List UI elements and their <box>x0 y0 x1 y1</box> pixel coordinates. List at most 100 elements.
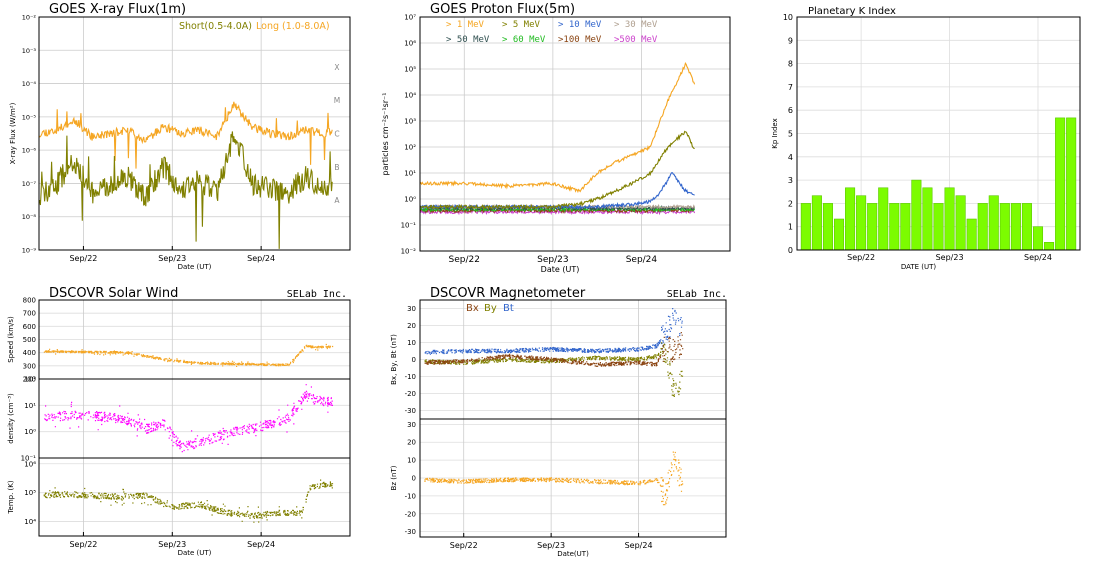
x-axis-title: Date(UT) <box>557 550 589 558</box>
magnetometer-legend-item: By <box>484 303 497 314</box>
x-tick-label: Sep/23 <box>537 541 565 550</box>
proton-series-line <box>419 208 696 216</box>
y-tick-label: 10⁷ <box>404 14 416 22</box>
y-tick-label: 300 <box>23 362 36 370</box>
y-tick-label: 20 <box>407 322 416 330</box>
magnetometer-credit: SELab Inc. <box>667 289 727 300</box>
y-tick-label: 10 <box>407 457 416 465</box>
y-tick-label: 30 <box>407 421 416 429</box>
magnetometer-legend-item: Bt <box>503 303 514 314</box>
xray-plot-frame <box>38 16 351 251</box>
y-tick-label: 800 <box>23 297 36 305</box>
y-tick-label: 10⁻² <box>401 248 417 256</box>
y-tick-label: 10⁻³ <box>22 47 37 55</box>
solarwind-speed-points <box>43 343 334 367</box>
y-tick-label: 10⁻⁷ <box>22 180 37 188</box>
proton-legend-item: > 50 MeV <box>446 35 490 45</box>
solarwind-title: DSCOVR Solar Wind <box>49 286 178 301</box>
y-tick-label: 0 <box>788 246 793 255</box>
y-tick-label: 10¹ <box>24 402 36 410</box>
y-tick-label: 3 <box>788 176 793 185</box>
x-tick-label: Sep/24 <box>625 541 653 550</box>
y-tick-label: 10⁻⁶ <box>22 147 37 155</box>
kp-x-axis-title: DATE (UT) <box>901 263 937 271</box>
x-tick-label: Sep/22 <box>449 255 480 265</box>
kp-bar <box>833 218 845 251</box>
y-tick-label: 500 <box>23 336 36 344</box>
xray-chart: 10⁻⁹ 10⁻⁸ 10⁻⁷ 10⁻⁶ 10⁻⁵ 10⁻⁴ 10⁻³ 10⁻² A B C M X Sep… <box>9 2 351 271</box>
y-tick-label: -10 <box>405 373 416 381</box>
xray-series-short <box>38 131 333 249</box>
x-tick-label: Sep/22 <box>69 254 97 263</box>
proton-legend-item: > 10 MeV <box>558 20 602 30</box>
proton-plot-frame <box>419 16 731 252</box>
y-tick-label: 400 <box>23 349 36 357</box>
kp-bar <box>966 218 977 251</box>
y-tick-label: -30 <box>405 407 416 415</box>
y-tick-label: 10⁶ <box>404 40 416 48</box>
x-tick-label: Sep/23 <box>158 540 186 549</box>
kp-plot-frame <box>796 16 1081 251</box>
kp-bar <box>845 187 856 251</box>
proton-y-axis-title: particles cm⁻²s⁻¹sr⁻¹ <box>381 93 390 176</box>
kp-y-axis-title: Kp Index <box>771 118 779 149</box>
solarwind-chart: 200 300 400 500 600 700 800 Speed (km/s) 10⁻¹ 10⁰… <box>7 286 351 557</box>
x-tick-label: Sep/23 <box>537 255 568 265</box>
solarwind-credit: SELab Inc. <box>287 289 347 300</box>
flare-class-label: A <box>334 196 340 205</box>
kp-bar <box>1021 203 1032 251</box>
y-tick-label: 7 <box>788 83 793 92</box>
flare-class-label: X <box>334 63 339 72</box>
kp-bar <box>1055 117 1066 251</box>
solarwind-y-axis-title: density (cm⁻³) <box>7 393 15 444</box>
kp-bar <box>933 203 944 251</box>
y-tick-label: 10⁻¹ <box>21 455 37 463</box>
proton-legend-item: >500 MeV <box>614 35 658 45</box>
solarwind-density-points <box>44 384 333 453</box>
y-tick-label: 10⁻⁸ <box>22 213 37 221</box>
y-tick-label: 700 <box>23 310 36 318</box>
x-tick-label: Sep/22 <box>450 541 478 550</box>
kp-bar <box>889 203 900 251</box>
proton-legend-item: > 5 MeV <box>502 20 541 30</box>
y-tick-label: 2 <box>788 199 793 208</box>
kp-bar <box>977 203 988 251</box>
x-tick-label: Sep/24 <box>247 254 275 263</box>
magnetometer-bz-points <box>424 451 684 506</box>
y-tick-label: 0 <box>412 356 416 364</box>
y-tick-label: 10⁻⁴ <box>22 80 37 88</box>
x-tick-label: Sep/24 <box>626 255 658 265</box>
y-tick-label: 10⁻¹ <box>401 222 417 230</box>
y-tick-label: 10² <box>404 144 416 152</box>
y-tick-label: 10 <box>783 13 793 22</box>
magnetometer-y-axis-title: Bz (nT) <box>390 465 398 490</box>
kp-bar <box>900 203 911 251</box>
kp-chart: 0 1 2 3 4 5 6 7 8 9 10 Sep/22 Sep/23 Sep/24 DATE (UT) P… <box>771 6 1081 271</box>
y-tick-label: 30 <box>407 305 416 313</box>
y-tick-label: 1 <box>788 223 793 232</box>
kp-title: Planetary K Index <box>808 6 896 17</box>
x-axis-title: Date (UT) <box>178 549 212 557</box>
y-tick-label: -10 <box>405 492 416 500</box>
y-tick-label: 10⁵ <box>24 489 36 497</box>
solarwind-density-frame <box>38 378 351 459</box>
y-tick-label: 9 <box>788 36 793 45</box>
y-tick-label: 600 <box>23 323 36 331</box>
flare-class-label: B <box>334 163 339 172</box>
xray-legend-short: Short(0.5-4.0A) <box>179 21 252 32</box>
flare-class-label: C <box>334 130 339 139</box>
x-tick-label: Sep/22 <box>847 253 875 262</box>
y-tick-label: 0 <box>412 475 416 483</box>
kp-bar <box>878 187 889 251</box>
xray-title: GOES X-ray Flux(1m) <box>49 2 186 17</box>
kp-bar <box>1044 242 1055 251</box>
proton-series-line <box>419 130 695 211</box>
y-tick-label: 10¹ <box>404 170 416 178</box>
proton-legend-item: > 1 MeV <box>446 20 485 30</box>
xray-y-axis-title: X-ray Flux (W/m²) <box>9 102 17 164</box>
xray-legend-long: Long (1.0-8.0A) <box>256 21 330 32</box>
y-tick-label: 10⁰ <box>404 196 416 204</box>
kp-bar <box>911 179 922 251</box>
y-tick-label: 10⁶ <box>24 460 36 468</box>
solarwind-y-axis-title: Speed (km/s) <box>7 316 15 363</box>
